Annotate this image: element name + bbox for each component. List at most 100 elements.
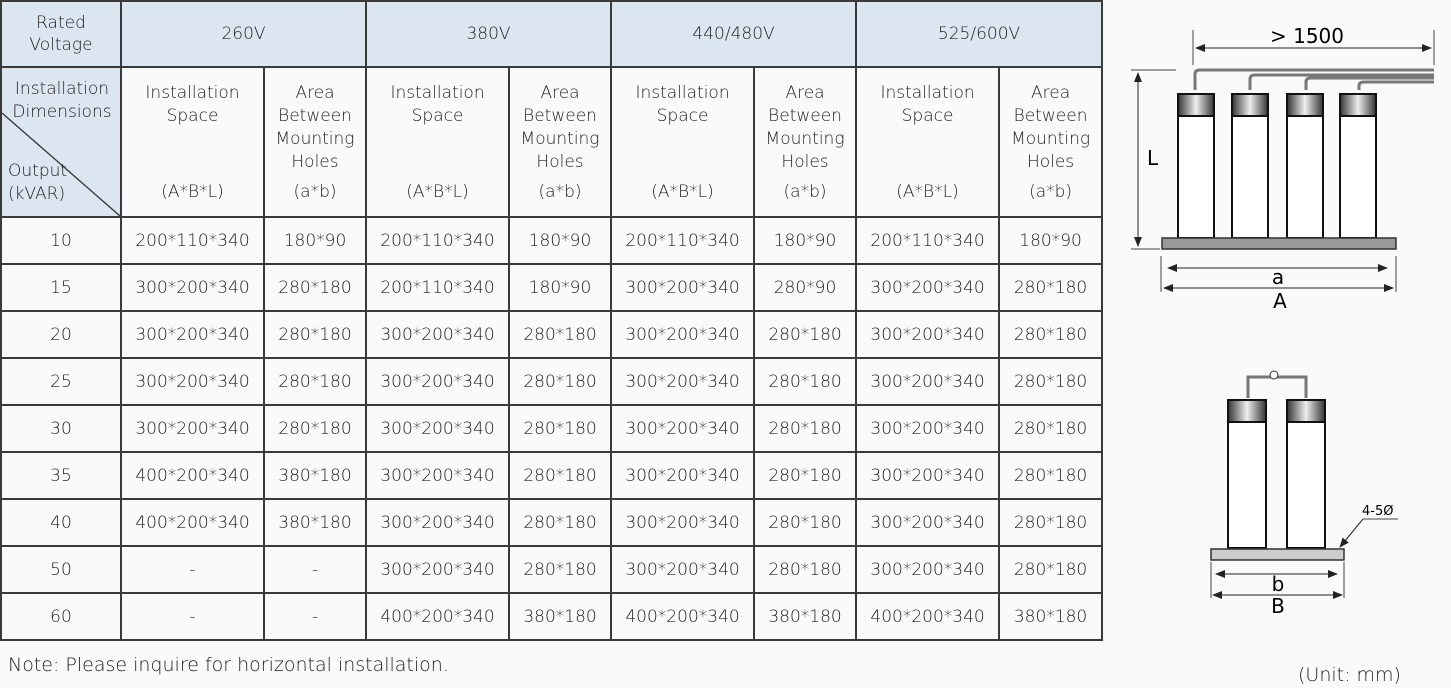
dimension-cell: 280*180 [998,310,1104,359]
dimension-cell: 280*180 [753,498,858,547]
dimension-cell: - [262,545,368,594]
dimension-cell: 180*90 [508,216,613,265]
output-cell: 20 [0,310,122,359]
subheader-label: Installation Space [145,83,240,126]
table-row: 10 200*110*340 180*90 200*110*340 180*90 200*… [0,216,1104,265]
subheader-unit: (a*b) [293,182,337,202]
subheader-label: Installation Space [390,83,485,126]
dimension-cell: 280*180 [753,545,858,594]
dimension-cell: 280*180 [998,498,1104,547]
output-cell: 50 [0,545,122,594]
front-view-diagram: > 1500 L a A [1131,24,1435,313]
installation-note: Note: Please inquire for horizontal inst… [8,654,449,676]
subheader-area: Area Between Mounting Holes (a*b) [508,66,613,218]
output-cell: 30 [0,404,122,453]
dimension-cell: 280*180 [998,545,1104,594]
subheader-area: Area Between Mounting Holes (a*b) [262,66,368,218]
dimension-cell: 300*200*340 [120,310,265,359]
dimension-cell: 300*200*340 [120,357,265,406]
subheader-unit: (A*B*L) [896,182,959,202]
dimension-cell: 300*200*340 [855,498,1001,547]
unit-note: (Unit: mm) [1298,664,1401,686]
dimension-cell: 200*110*340 [120,216,265,265]
subheader-space: Installation Space (A*B*L) [365,66,511,218]
corner-header: Installation Dimensions Output (kVAR) [0,66,122,218]
dimension-cell: 200*110*340 [365,263,511,312]
voltage-header-440-480v: 440/480V [610,0,858,68]
height-label: L [1147,146,1159,170]
dimension-cell: 300*200*340 [365,451,511,500]
table-row: 25 300*200*340 280*180 300*200*340 280*180 30… [0,357,1104,406]
dimension-cell: 280*180 [753,310,858,359]
table-row: 20 300*200*340 280*180 300*200*340 280*180 30… [0,310,1104,359]
dimension-cell: 280*180 [508,357,613,406]
subheader-label: Installation Space [635,83,730,126]
output-cell: 60 [0,592,122,641]
dimension-cell: 300*200*340 [610,263,756,312]
dimension-cell: 300*200*340 [855,357,1001,406]
subheader-unit: (a*b) [1029,182,1073,202]
subheader-area: Area Between Mounting Holes (a*b) [753,66,858,218]
installation-dimensions-table: Rated Voltage 260V 380V 440/480V 525/600… [0,0,1104,641]
dimension-cell: 400*200*340 [610,592,756,641]
dimension-cell: 280*180 [508,404,613,453]
table-row: 60- -400*200*340 380*180 400*200*340 380*180… [0,592,1104,641]
width-a-label: A [1273,289,1287,313]
dimension-cell: 280*180 [753,404,858,453]
dimension-cell: 280*180 [262,357,368,406]
subheader-unit: (A*B*L) [406,182,469,202]
dimension-cell: 300*200*340 [365,310,511,359]
dimension-cell: 380*180 [508,592,613,641]
depth-b-label: B [1271,594,1285,618]
dimension-cell: 380*180 [998,592,1104,641]
hole-spacing-a-label: a [1272,265,1284,289]
dimension-cell: 200*110*340 [365,216,511,265]
dimension-cell: 280*180 [262,263,368,312]
side-view-diagram: 4-5Ø b B [1210,370,1398,618]
subheader-label: Area Between Mounting Holes [1011,83,1091,172]
dimension-cell: 280*180 [998,357,1104,406]
subheader-label: Area Between Mounting Holes [275,83,355,172]
dimension-cell: 300*200*340 [120,263,265,312]
dimension-cell: 180*90 [753,216,858,265]
dimension-cell: - [262,592,368,641]
dimension-cell: - [120,545,265,594]
dimension-cell: 280*180 [508,545,613,594]
table-row: 15 300*200*340 280*180 200*110*340 180*90 300… [0,263,1104,312]
dimension-cell: 280*180 [998,263,1104,312]
subheader-label: Area Between Mounting Holes [765,83,845,172]
dimension-cell: 300*200*340 [365,545,511,594]
subheader-space: Installation Space (A*B*L) [610,66,756,218]
dimension-cell: 300*200*340 [855,404,1001,453]
table-row: 40 400*200*340 380*180 300*200*340 280*180 30… [0,498,1104,547]
subheader-space: Installation Space (A*B*L) [120,66,265,218]
dimension-cell: 180*90 [508,263,613,312]
dimension-cell: 300*200*340 [610,545,756,594]
dimension-cell: 380*180 [262,498,368,547]
hole-spacing-b-label: b [1272,572,1285,596]
rated-voltage-header: Rated Voltage [0,0,122,68]
dimension-cell: 300*200*340 [855,451,1001,500]
output-cell: 15 [0,263,122,312]
subheader-label: Installation Space [880,83,975,126]
dimension-cell: 300*200*340 [610,498,756,547]
dimension-cell: 300*200*340 [610,451,756,500]
dimension-cell: 300*200*340 [365,404,511,453]
dimension-cell: 280*180 [508,451,613,500]
output-cell: 10 [0,216,122,265]
dimension-cell: 200*110*340 [855,216,1001,265]
dimension-cell: 380*180 [262,451,368,500]
dimension-cell: 300*200*340 [855,545,1001,594]
dimension-cell: 280*90 [753,263,858,312]
dimension-cell: 280*180 [998,404,1104,453]
dimension-cell: 280*180 [262,404,368,453]
dimension-cell: - [120,592,265,641]
subheader-unit: (A*B*L) [161,182,224,202]
dimension-cell: 400*200*340 [855,592,1001,641]
subheader-space: Installation Space (A*B*L) [855,66,1001,218]
dimension-cell: 300*200*340 [120,404,265,453]
dimension-cell: 300*200*340 [365,498,511,547]
dimension-cell: 280*180 [508,498,613,547]
subheader-area: Area Between Mounting Holes (a*b) [998,66,1104,218]
dimension-cell: 280*180 [753,357,858,406]
